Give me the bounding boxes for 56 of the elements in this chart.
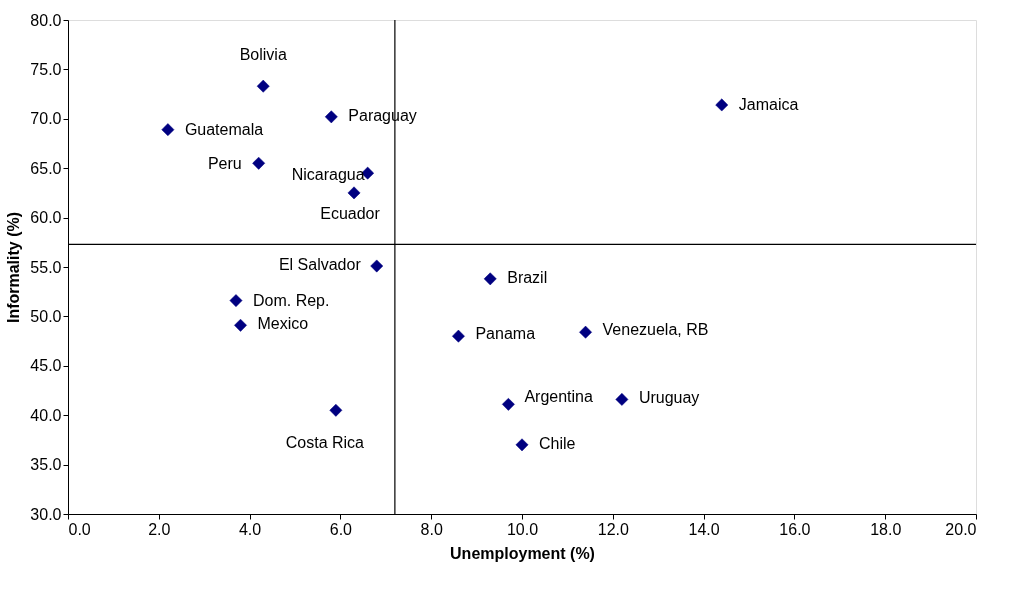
point bbox=[452, 329, 465, 343]
y-tick-label: 35.0 bbox=[30, 456, 62, 474]
annotation: Venezuela, RB bbox=[602, 321, 709, 339]
annotation: El Salvador bbox=[278, 256, 362, 274]
annotation: Brazil bbox=[507, 268, 548, 286]
annotation: Jamaica bbox=[738, 95, 799, 113]
annotation: Nicaragua bbox=[291, 166, 365, 184]
point bbox=[370, 259, 384, 273]
point bbox=[347, 186, 361, 200]
x-tick-label: 16.0 bbox=[779, 520, 811, 538]
annotation: Costa Rica bbox=[285, 434, 365, 452]
y-tick-label: 30.0 bbox=[30, 505, 62, 523]
x-tick-label: 0.0 bbox=[68, 520, 91, 538]
point bbox=[483, 272, 497, 286]
y-tick-label: 70.0 bbox=[30, 110, 62, 128]
y-tick-label: 65.0 bbox=[30, 159, 62, 177]
annotation: Mexico bbox=[257, 315, 309, 333]
y-axis-title: Informality (%) bbox=[5, 211, 23, 324]
annotation: Peru bbox=[207, 155, 242, 173]
y-tick-label: 45.0 bbox=[30, 357, 62, 375]
x-tick-label: 12.0 bbox=[597, 520, 629, 538]
point bbox=[715, 98, 729, 112]
annotation: Guatemala bbox=[184, 120, 264, 138]
y-tick-label: 40.0 bbox=[30, 406, 62, 424]
y-tick-label: 80.0 bbox=[30, 11, 62, 29]
annotation: Panama bbox=[475, 325, 536, 343]
point bbox=[324, 110, 338, 124]
annotation: Argentina bbox=[524, 388, 593, 406]
annotation: Uruguay bbox=[638, 389, 700, 407]
point bbox=[515, 438, 529, 452]
x-tick-label: 18.0 bbox=[870, 520, 902, 538]
point bbox=[229, 294, 243, 307]
x-tick-label: 6.0 bbox=[329, 520, 353, 538]
x-tick-label: 10.0 bbox=[506, 520, 539, 538]
annotation: Dom. Rep. bbox=[252, 291, 330, 309]
x-tick-label: 14.0 bbox=[688, 520, 720, 538]
point bbox=[615, 393, 629, 406]
point bbox=[329, 403, 343, 417]
y-tick-label: 60.0 bbox=[30, 209, 62, 227]
y-tick-label: 55.0 bbox=[30, 258, 62, 276]
x-tick-label: 4.0 bbox=[238, 520, 262, 538]
x-tick-label: 8.0 bbox=[420, 520, 443, 538]
point bbox=[579, 325, 592, 339]
point bbox=[502, 397, 515, 411]
point bbox=[256, 79, 270, 93]
annotation: Chile bbox=[539, 434, 576, 452]
annotation: Bolivia bbox=[239, 46, 287, 64]
annotation: Ecuador bbox=[320, 204, 381, 222]
point bbox=[234, 318, 247, 332]
point bbox=[161, 123, 175, 137]
point bbox=[252, 156, 266, 170]
x-tick-label: 2.0 bbox=[148, 520, 171, 538]
y-tick-label: 75.0 bbox=[30, 60, 62, 78]
y-tick-label: 50.0 bbox=[30, 307, 62, 325]
x-tick-label: 20.0 bbox=[945, 520, 977, 538]
x-axis-title: Unemployment (%) bbox=[450, 544, 595, 562]
